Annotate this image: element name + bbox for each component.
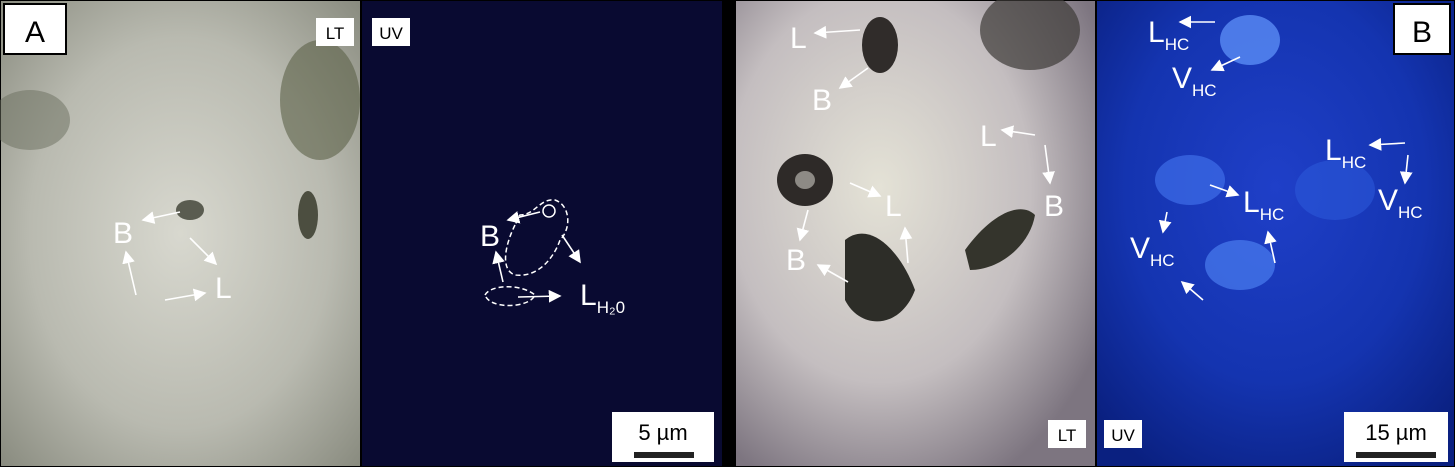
annotation: B <box>786 244 806 277</box>
annotation: LHC <box>1243 186 1284 224</box>
mode-tag: UV <box>379 24 403 43</box>
mode-tag: LT <box>1058 426 1077 445</box>
annotation: VHC <box>1130 232 1175 270</box>
annotation-text: L <box>1148 16 1165 49</box>
annotation: VHC <box>1378 184 1423 222</box>
annotation-subscript: HC <box>1260 205 1285 224</box>
annotation-subscript: HC <box>1398 203 1423 222</box>
panel-uv: UV B LH₂0 5 µm <box>362 1 722 466</box>
annotation-subscript: HC <box>1150 251 1175 270</box>
annotation: L <box>885 190 902 223</box>
annotation: L <box>790 22 807 55</box>
annotation: B <box>113 217 133 250</box>
panel-a-lt: A LT B L <box>0 1 360 466</box>
panel-label: B <box>1412 16 1432 49</box>
annotation: VHC <box>1172 62 1217 100</box>
annotation-text: L <box>580 279 597 312</box>
annotation-text: L <box>1325 134 1342 167</box>
annotation: B <box>812 84 832 117</box>
panel-lt: LT L B L B L B <box>736 0 1095 466</box>
annotation-subscript: H₂0 <box>597 298 625 317</box>
annotation-subscript: HC <box>1165 35 1190 54</box>
scale-bar-label: 15 µm <box>1365 420 1427 445</box>
scale-bar-label: 5 µm <box>638 420 687 445</box>
annotation-text: L <box>1243 186 1260 219</box>
panel-label: A <box>25 16 45 49</box>
annotation: B <box>480 220 500 253</box>
annotation: LH₂0 <box>580 279 625 317</box>
annotation-subscript: HC <box>1342 153 1367 172</box>
panel-b-uv: B UV LHC VHC LHC VHC VHC LHC 15 µm <box>1097 1 1454 466</box>
annotation-text: V <box>1378 184 1398 217</box>
mode-tag: UV <box>1111 426 1135 445</box>
annotation-subscript: HC <box>1192 81 1217 100</box>
annotation-text: V <box>1130 232 1150 265</box>
mode-tag: LT <box>326 24 345 43</box>
annotation-text: V <box>1172 62 1192 95</box>
annotation: L <box>215 272 232 305</box>
annotation: B <box>1044 190 1064 223</box>
annotation: LHC <box>1148 16 1189 54</box>
annotation: L <box>980 120 997 153</box>
annotation: LHC <box>1325 134 1366 172</box>
